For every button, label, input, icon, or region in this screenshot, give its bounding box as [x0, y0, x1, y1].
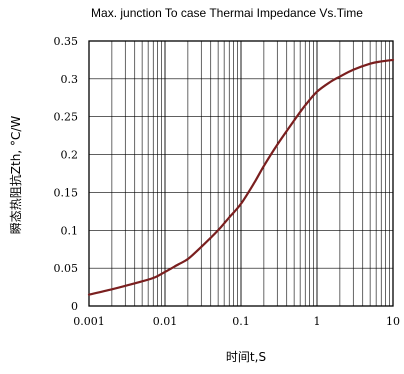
x-tick-label: 0.1 — [232, 315, 250, 328]
x-tick-labels: 0.001 0.01 0.1 1 10 — [73, 315, 400, 328]
y-tick-label: 0.25 — [54, 111, 79, 124]
chart-title: Max. junction To case Thermai Impedance … — [91, 6, 363, 20]
y-axis-label: 瞬态热阻抗Zth, °C/W — [8, 116, 23, 235]
y-tick-label: 0.1 — [61, 224, 79, 237]
series-layer — [87, 58, 395, 296]
y-tick-label: 0.15 — [54, 186, 79, 199]
y-tick-label: 0 — [71, 300, 78, 313]
x-tick-label: 10 — [386, 315, 400, 328]
y-tick-label: 0.3 — [61, 73, 79, 86]
x-axis-label: 时间t,S — [226, 350, 266, 364]
x-tick-label: 0.001 — [73, 315, 105, 328]
y-tick-label: 0.35 — [54, 35, 79, 48]
series-line — [87, 58, 395, 296]
plot-frame — [88, 40, 394, 307]
x-tick-label: 1 — [314, 315, 321, 328]
y-tick-labels: 0 0.05 0.1 0.15 0.2 0.25 0.3 0.35 — [54, 35, 79, 313]
grid — [88, 40, 393, 307]
y-tick-label: 0.2 — [61, 149, 79, 162]
y-tick-label: 0.05 — [54, 262, 79, 275]
x-tick-label: 0.01 — [153, 315, 178, 328]
